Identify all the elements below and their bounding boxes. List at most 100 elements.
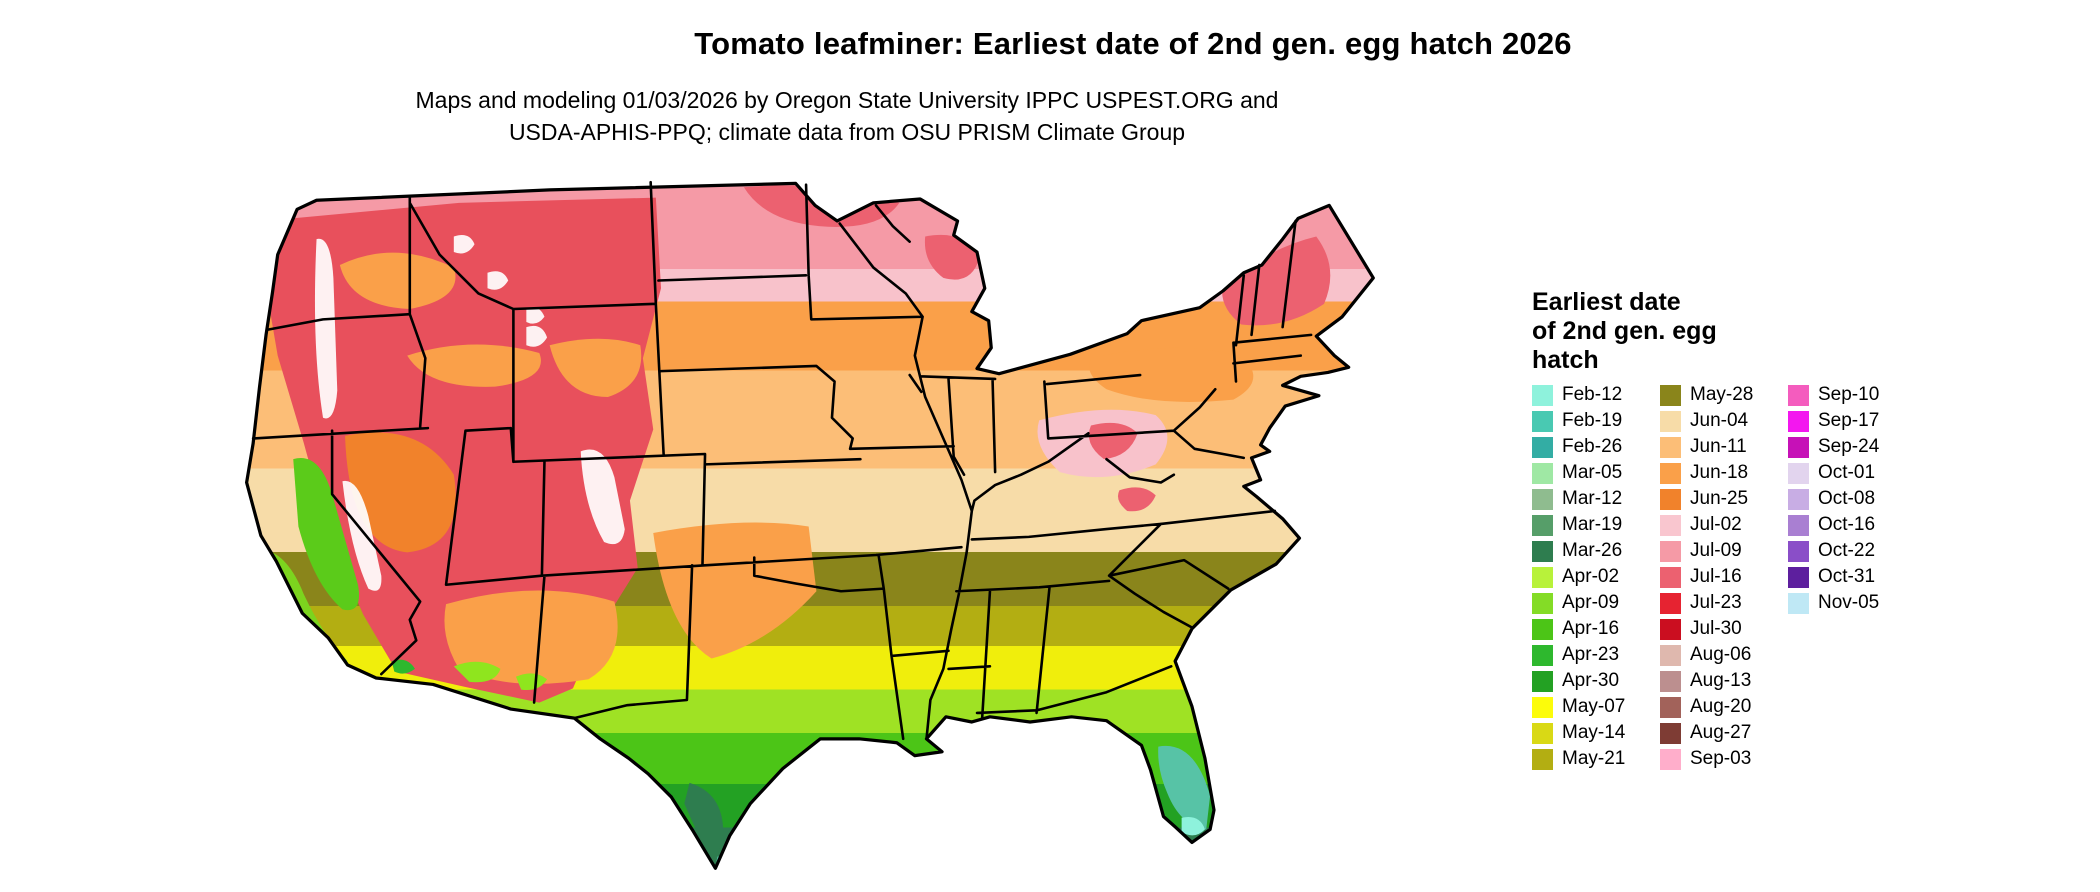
legend-entry: Sep-10: [1788, 382, 1916, 408]
legend-swatch: [1532, 514, 1553, 536]
legend-entry: Sep-03: [1660, 746, 1788, 772]
legend-entry: Feb-12: [1532, 382, 1660, 408]
legend-entry-label: Oct-31: [1818, 566, 1876, 587]
legend-swatch: [1532, 566, 1553, 588]
legend-entry: Sep-17: [1788, 408, 1916, 434]
legend-swatch: [1532, 384, 1553, 406]
legend-entry-label: Apr-02: [1562, 566, 1620, 587]
legend-column: Feb-12 Feb-19 Feb-26 Mar-05 Mar-12 Mar-19 Mar-…: [1532, 382, 1660, 772]
map-region-central-valley: [293, 457, 360, 611]
legend-entry-label: Sep-17: [1818, 410, 1880, 431]
legend-swatch: [1532, 592, 1553, 614]
map-region-great-basin: [345, 432, 456, 553]
legend-swatch: [1788, 384, 1809, 406]
legend-title-line-1: Earliest date: [1532, 288, 1681, 316]
legend-columns: Feb-12 Feb-19 Feb-26 Mar-05 Mar-12 Mar-19 Mar-…: [1532, 382, 1916, 772]
legend-swatch: [1660, 384, 1681, 406]
legend-entry: Jun-18: [1660, 460, 1788, 486]
legend-swatch: [1788, 592, 1809, 614]
map-region-yellowstone-snow: [526, 325, 548, 347]
legend-entry: May-07: [1532, 694, 1660, 720]
legend-entry-label: Oct-01: [1818, 462, 1876, 483]
legend-entry: Nov-05: [1788, 590, 1916, 616]
legend-swatch: [1660, 462, 1681, 484]
legend-entry-label: Apr-30: [1562, 670, 1620, 691]
legend-entry: Oct-01: [1788, 460, 1916, 486]
legend-swatch: [1788, 410, 1809, 432]
legend-swatch: [1660, 436, 1681, 458]
legend-entry: Aug-13: [1660, 668, 1788, 694]
legend-entry: Feb-19: [1532, 408, 1660, 434]
legend-swatch: [1532, 488, 1553, 510]
legend-entry-label: Apr-16: [1562, 618, 1620, 639]
legend-entry-label: Jul-30: [1690, 618, 1742, 639]
legend-entry-label: Jul-16: [1690, 566, 1742, 587]
legend-entry: May-14: [1532, 720, 1660, 746]
legend-entry-label: Feb-19: [1562, 410, 1623, 431]
legend-entry-label: Mar-12: [1562, 488, 1623, 509]
legend-entry-label: Oct-22: [1818, 540, 1876, 561]
legend-entry-label: Nov-05: [1818, 592, 1880, 613]
legend-entry-label: Jun-11: [1690, 436, 1747, 457]
legend-swatch: [1532, 540, 1553, 562]
legend-swatch: [1532, 748, 1553, 770]
legend-entry: Aug-20: [1660, 694, 1788, 720]
legend-entry-label: Apr-09: [1562, 592, 1620, 613]
map-region-south-texas-green: [684, 782, 724, 866]
legend-swatch: [1532, 696, 1553, 718]
legend-swatch: [1788, 514, 1809, 536]
legend-swatch: [1532, 410, 1553, 432]
legend-swatch: [1660, 696, 1681, 718]
legend-entry: Oct-31: [1788, 564, 1916, 590]
legend-swatch: [1660, 488, 1681, 510]
legend-swatch: [1532, 436, 1553, 458]
map-region-north-rockies-snow-2: [487, 271, 509, 290]
legend-entry-label: Jun-18: [1690, 462, 1749, 483]
legend-entry: Jun-11: [1660, 434, 1788, 460]
legend-entry: Mar-05: [1532, 460, 1660, 486]
us-map: [200, 164, 1495, 889]
legend-swatch: [1660, 748, 1681, 770]
legend-entry: Jul-09: [1660, 538, 1788, 564]
map-region-mid-atlantic-orange: [1089, 347, 1254, 402]
map-region-cascades-snow: [314, 238, 338, 419]
legend-entry: Oct-16: [1788, 512, 1916, 538]
map-region-new-england-red: [1222, 236, 1331, 326]
legend-entry: Jul-30: [1660, 616, 1788, 642]
map-region-columbia-basin: [339, 252, 456, 309]
legend-swatch: [1532, 644, 1553, 666]
legend-entry-label: Feb-12: [1562, 384, 1623, 405]
legend-entry-label: Mar-26: [1562, 540, 1623, 561]
map-region-arizona-lowland-1: [453, 661, 501, 683]
us-outline: [245, 181, 1375, 870]
legend-entry-label: Jul-09: [1690, 540, 1742, 561]
legend-swatch: [1660, 618, 1681, 640]
legend-entry: Jun-25: [1660, 486, 1788, 512]
legend-swatch: [1532, 722, 1553, 744]
figure-subtitle: Maps and modeling 01/03/2026 by Oregon S…: [0, 84, 1694, 148]
subtitle-line-1: Maps and modeling 01/03/2026 by Oregon S…: [415, 87, 1279, 113]
map-region-southwest-desert: [444, 590, 618, 684]
legend-entry: Jul-16: [1660, 564, 1788, 590]
legend-column: Sep-10 Sep-17 Sep-24 Oct-01 Oct-08 Oct-16 Oct-…: [1788, 382, 1916, 772]
legend-entry-label: Jul-23: [1690, 592, 1742, 613]
legend-entry-label: Jul-02: [1690, 514, 1742, 535]
legend-entry: May-28: [1660, 382, 1788, 408]
us-map-svg: [245, 180, 1375, 870]
legend: Earliest date of 2nd gen. egg hatch Feb-…: [1532, 288, 1952, 770]
map-region-sierra-snow: [342, 480, 382, 591]
legend-swatch: [1532, 618, 1553, 640]
legend-entry: Aug-27: [1660, 720, 1788, 746]
legend-swatch: [1660, 644, 1681, 666]
legend-swatch: [1660, 670, 1681, 692]
legend-entry-label: Aug-27: [1690, 722, 1752, 743]
legend-entry-label: Jun-04: [1690, 410, 1749, 431]
legend-entry-label: Jun-25: [1690, 488, 1749, 509]
legend-entry: Mar-19: [1532, 512, 1660, 538]
legend-title: Earliest date of 2nd gen. egg hatch: [1532, 288, 1952, 375]
map-region-appalachia-red: [1088, 422, 1138, 460]
legend-entry: Oct-08: [1788, 486, 1916, 512]
legend-entry: Jul-02: [1660, 512, 1788, 538]
legend-swatch: [1660, 722, 1681, 744]
